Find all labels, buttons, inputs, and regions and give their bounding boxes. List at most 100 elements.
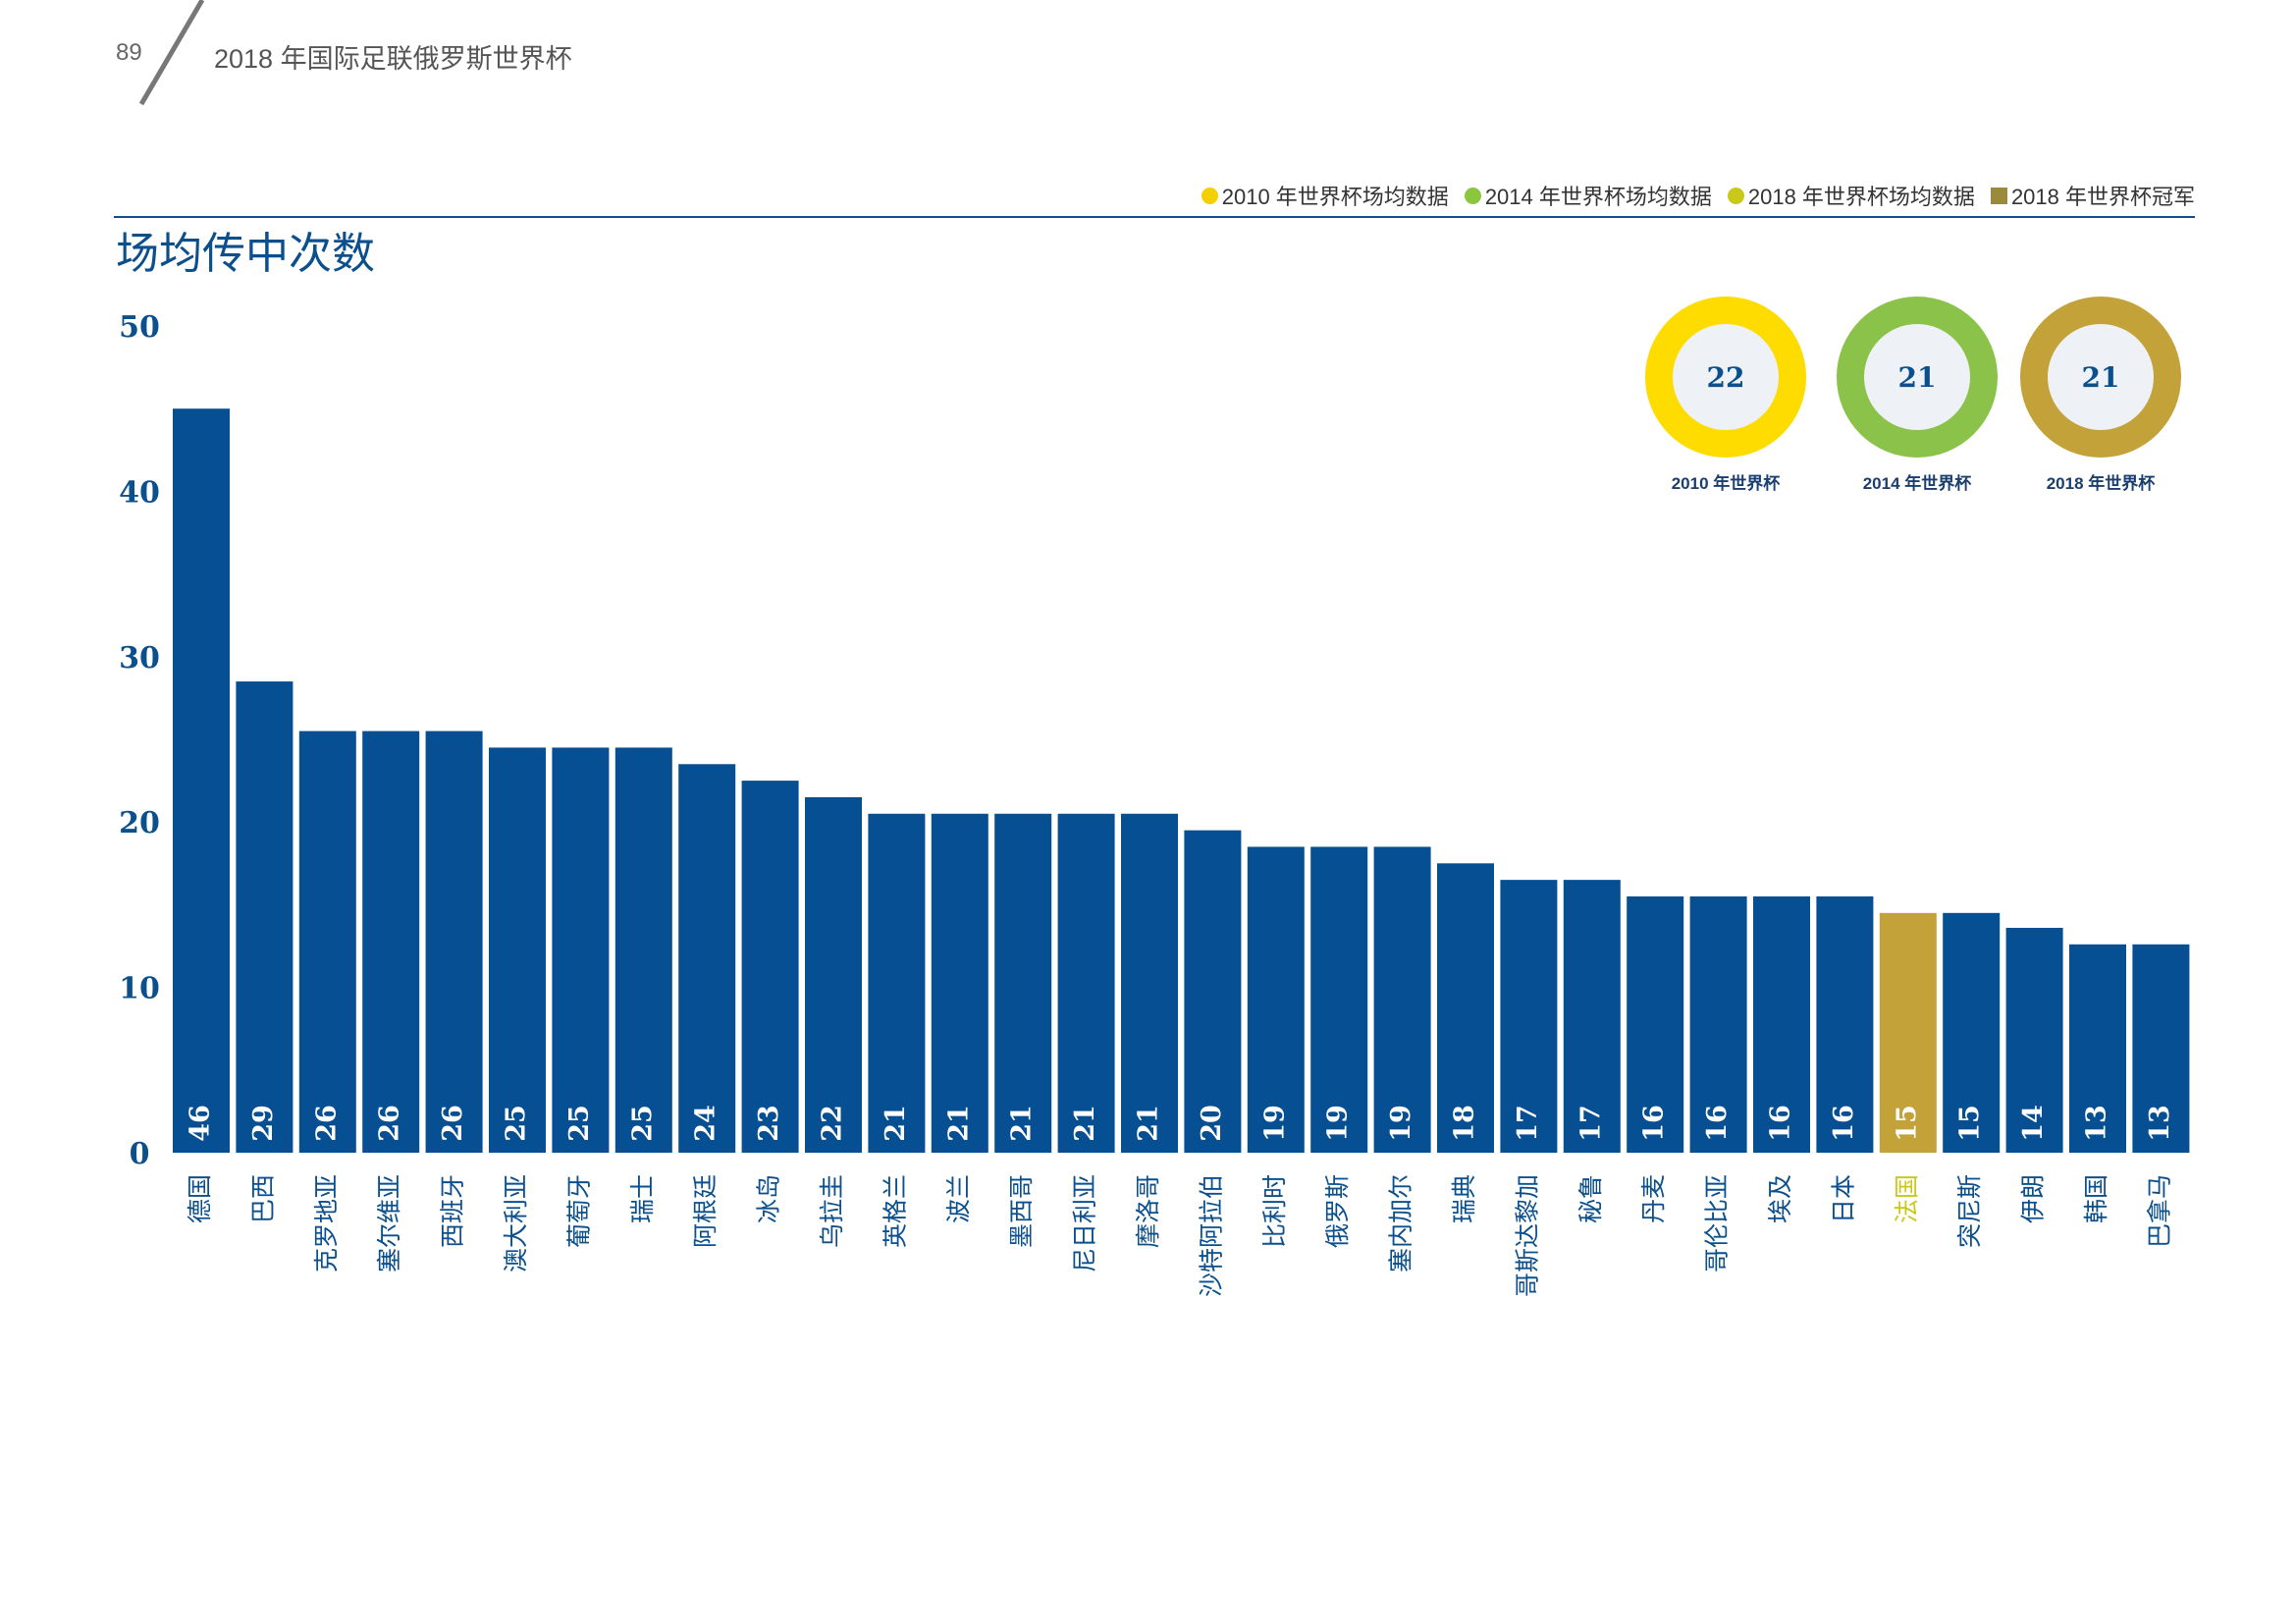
x-category-label: 西班牙 [439, 1174, 467, 1248]
bar-value-label: 20 [1197, 1105, 1227, 1142]
donut-value: 22 [1673, 324, 1779, 430]
bar [1943, 912, 2001, 1153]
donut-2: 21 2014 年世界杯 [1834, 297, 2001, 494]
x-category-label: 波兰 [944, 1174, 973, 1223]
bar [1373, 846, 1431, 1153]
donut-1: 22 2010 年世界杯 [1642, 297, 1809, 494]
x-category-label: 日本 [1829, 1174, 1857, 1223]
bar-value-label: 21 [1007, 1105, 1038, 1142]
x-category-label: 塞尔维亚 [375, 1174, 403, 1272]
x-category-label: 瑞典 [1450, 1174, 1478, 1223]
bar-value-label: 19 [1386, 1105, 1416, 1142]
y-tick-label: 20 [119, 806, 160, 840]
bar-value-label: 26 [375, 1105, 405, 1142]
legend-square-marker [1990, 187, 2007, 204]
x-category-label: 克罗地亚 [312, 1174, 341, 1272]
bar-value-label: 18 [1450, 1105, 1480, 1142]
chart-legend: 2010 年世界杯场均数据 2014 年世界杯场均数据 2018 年世界杯场均数据 2… [1201, 180, 2195, 211]
bar-value-label: 16 [1702, 1105, 1733, 1142]
bar-value-label: 19 [1323, 1105, 1354, 1142]
bar-value-label: 13 [2082, 1105, 2112, 1142]
donut-label: 2014 年世界杯 [1862, 474, 1972, 493]
donut-label: 2018 年世界杯 [2046, 474, 2156, 493]
bar [1879, 912, 1937, 1153]
legend-dot-marker [1201, 187, 1218, 204]
document-title: 2018 年国际足联俄罗斯世界杯 [214, 44, 572, 74]
chart-title: 场均传中次数 [116, 229, 375, 279]
donut-ring: 22 [1645, 297, 1806, 458]
x-category-label: 冰岛 [755, 1174, 783, 1223]
y-tick-label: 40 [119, 475, 160, 510]
x-category-label: 巴拿马 [2145, 1174, 2173, 1248]
x-category-label: 尼日利亚 [1071, 1174, 1099, 1272]
x-category-label: 摩洛哥 [1134, 1174, 1162, 1248]
bar-value-label: 16 [1766, 1105, 1796, 1142]
bar [236, 681, 294, 1153]
x-category-label: 哥伦比亚 [1703, 1174, 1732, 1272]
x-category-label: 塞内加尔 [1387, 1174, 1415, 1272]
bar-value-label: 14 [2018, 1105, 2049, 1142]
donut-3: 21 2018 年世界杯 [2017, 297, 2184, 494]
bar [2005, 927, 2063, 1153]
bar-value-label: 26 [311, 1105, 342, 1142]
bar [2132, 944, 2190, 1153]
legend-dot-marker [1464, 187, 1481, 204]
bar [741, 781, 799, 1153]
bar [931, 813, 988, 1153]
bar [1057, 813, 1115, 1153]
legend-item: 2018 年世界杯场均数据 [1727, 180, 1975, 211]
x-category-label: 比利时 [1260, 1174, 1289, 1248]
x-category-label: 墨西哥 [1007, 1174, 1036, 1248]
x-category-label: 巴西 [248, 1174, 277, 1223]
x-category-label: 突尼斯 [1955, 1174, 1984, 1248]
x-category-label: 乌拉圭 [818, 1174, 846, 1248]
x-category-label: 英格兰 [881, 1174, 909, 1248]
header-slash-divider [138, 0, 205, 106]
legend-item: 2018 年世界杯冠军 [1990, 180, 2195, 211]
x-category-label: 伊朗 [2019, 1174, 2048, 1223]
bar-value-label: 22 [818, 1105, 848, 1142]
x-category-label: 德国 [186, 1174, 214, 1223]
x-category-label: 瑞士 [628, 1174, 657, 1223]
y-tick-label: 30 [119, 641, 160, 676]
bar [868, 813, 926, 1153]
bar-value-label: 26 [438, 1105, 468, 1142]
donut-ring: 21 [1837, 297, 1998, 458]
x-category-label: 沙特阿拉伯 [1197, 1174, 1225, 1297]
bar-value-label: 29 [248, 1105, 279, 1142]
bar [173, 408, 230, 1153]
bar [1816, 895, 1874, 1153]
y-tick-label: 10 [119, 972, 160, 1006]
bar-value-label: 13 [2145, 1105, 2175, 1142]
donut-value: 21 [2048, 324, 2154, 430]
page-number: 89 [116, 39, 142, 66]
bar [678, 764, 736, 1153]
bar-value-label: 17 [1513, 1105, 1543, 1142]
legend-dot-marker [1727, 187, 1744, 204]
x-category-label: 澳大利亚 [502, 1174, 530, 1272]
legend-item: 2010 年世界杯场均数据 [1201, 180, 1449, 211]
x-category-label: 埃及 [1766, 1174, 1794, 1223]
bar [489, 747, 546, 1153]
bar [1689, 895, 1747, 1153]
bar [994, 813, 1052, 1153]
legend-label: 2018 年世界杯冠军 [2010, 185, 2195, 209]
bar [1627, 895, 1684, 1153]
bar [425, 731, 483, 1153]
bar-value-label: 19 [1259, 1105, 1290, 1142]
bar-value-label: 17 [1575, 1105, 1606, 1142]
bar [805, 796, 862, 1153]
x-category-label: 俄罗斯 [1323, 1174, 1352, 1248]
title-rule [114, 216, 2195, 218]
bar-value-label: 25 [502, 1105, 532, 1142]
bar-value-label: 21 [881, 1105, 911, 1142]
bar [614, 747, 672, 1153]
bar [2069, 944, 2126, 1153]
donut-ring: 21 [2020, 297, 2181, 458]
legend-label: 2018 年世界杯场均数据 [1747, 185, 1975, 209]
bar-value-label: 16 [1829, 1105, 1859, 1142]
bar-value-label: 21 [1070, 1105, 1100, 1142]
bar [298, 731, 356, 1153]
y-tick-label: 0 [130, 1137, 150, 1171]
